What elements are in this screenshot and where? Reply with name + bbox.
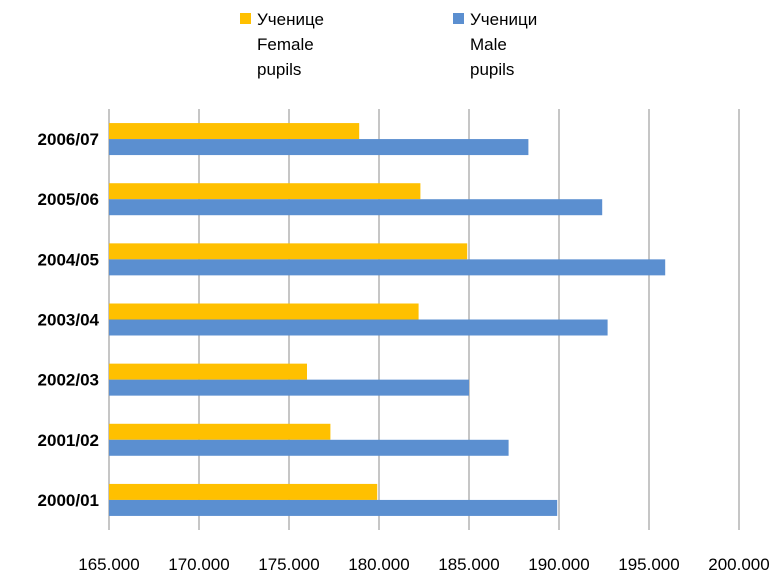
bar-female-2005-06 bbox=[109, 183, 421, 200]
legend-label-male: Ученици Male pupils bbox=[470, 10, 537, 79]
legend-label-line: Female bbox=[257, 35, 314, 54]
y-tick-label: 2003/04 bbox=[38, 311, 100, 330]
y-tick-label: 2006/07 bbox=[38, 130, 99, 149]
y-tick-label: 2005/06 bbox=[38, 190, 99, 209]
x-tick-label: 185.000 bbox=[438, 555, 499, 574]
bar-male-2002-03 bbox=[109, 379, 469, 396]
x-tick-label: 200.000 bbox=[708, 555, 769, 574]
legend-label-female: Ученице Female pupils bbox=[257, 10, 324, 79]
bar-male-2001-02 bbox=[109, 439, 509, 456]
bar-female-2000-01 bbox=[109, 483, 378, 500]
bar-female-2002-03 bbox=[109, 363, 307, 380]
legend-swatch-male bbox=[453, 13, 464, 24]
y-tick-label: 2001/02 bbox=[38, 431, 99, 450]
bar-male-2003-04 bbox=[109, 319, 608, 336]
legend-label-line: pupils bbox=[470, 60, 514, 79]
bar-female-2003-04 bbox=[109, 303, 419, 320]
legend-label-line: pupils bbox=[257, 60, 301, 79]
bar-female-2001-02 bbox=[109, 423, 331, 440]
x-tick-label: 175.000 bbox=[258, 555, 319, 574]
bar-female-2004-05 bbox=[109, 243, 468, 260]
x-tick-label: 170.000 bbox=[168, 555, 229, 574]
bar-male-2004-05 bbox=[109, 259, 666, 276]
legend-label-line: Male bbox=[470, 35, 507, 54]
bar-male-2000-01 bbox=[109, 499, 558, 516]
y-tick-label: 2000/01 bbox=[38, 491, 99, 510]
x-tick-label: 180.000 bbox=[348, 555, 409, 574]
x-tick-label: 165.000 bbox=[78, 555, 139, 574]
x-tick-label: 195.000 bbox=[618, 555, 679, 574]
bar-male-2006-07 bbox=[109, 139, 529, 156]
legend-label-line: Ученице bbox=[257, 10, 324, 29]
bar-female-2006-07 bbox=[109, 123, 360, 140]
legend-swatch-female bbox=[240, 13, 251, 24]
y-tick-label: 2004/05 bbox=[38, 250, 99, 269]
bar-male-2005-06 bbox=[109, 199, 603, 216]
x-tick-label: 190.000 bbox=[528, 555, 589, 574]
y-tick-label: 2002/03 bbox=[38, 371, 99, 390]
legend-label-line: Ученици bbox=[470, 10, 537, 29]
